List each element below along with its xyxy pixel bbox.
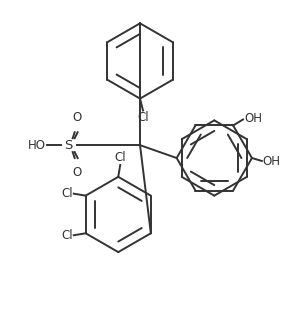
Text: OH: OH — [244, 112, 262, 125]
Text: O: O — [72, 111, 81, 124]
Text: Cl: Cl — [61, 229, 73, 242]
Text: Cl: Cl — [115, 151, 126, 164]
Text: OH: OH — [263, 156, 281, 169]
Text: Cl: Cl — [61, 187, 73, 200]
Text: HO: HO — [28, 139, 46, 152]
Text: S: S — [65, 139, 73, 152]
Text: O: O — [72, 166, 81, 179]
Text: Cl: Cl — [137, 111, 149, 124]
